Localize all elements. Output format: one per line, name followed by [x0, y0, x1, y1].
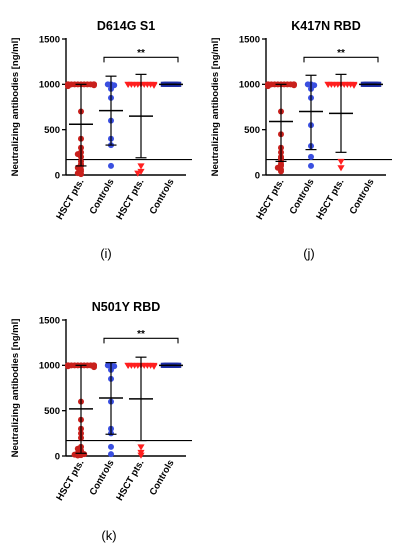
- y-axis-label: Neutralizing antibodies [ng/ml]: [10, 319, 21, 458]
- data-point: [104, 81, 111, 88]
- x-category-label: HSCT pts.: [54, 458, 86, 503]
- data-point: [304, 81, 311, 88]
- data-point: [324, 81, 332, 88]
- data-point: [337, 158, 345, 165]
- data-point: [108, 451, 114, 458]
- data-point: [308, 162, 314, 169]
- data-point: [91, 364, 97, 371]
- panel-label: (i): [100, 246, 112, 261]
- data-point: [137, 163, 145, 170]
- panel-title: D614G S1: [97, 19, 155, 33]
- data-point: [91, 82, 97, 89]
- data-point: [137, 168, 145, 175]
- x-category-label: Controls: [148, 177, 177, 216]
- y-tick-label: 0: [255, 170, 260, 181]
- data-point: [65, 83, 71, 90]
- data-point: [78, 171, 84, 178]
- panel-label: (j): [303, 246, 315, 261]
- data-point: [74, 452, 81, 459]
- significance-bracket: [103, 337, 179, 344]
- data-point: [104, 362, 111, 369]
- x-category-label: HSCT pts.: [114, 458, 146, 503]
- data-point: [124, 362, 132, 369]
- x-category-label: Controls: [148, 458, 177, 497]
- data-point: [137, 452, 145, 459]
- data-point: [150, 363, 158, 370]
- x-category-label: Controls: [288, 177, 317, 216]
- y-axis-label: Neutralizing antibodies [ng/ml]: [10, 38, 21, 177]
- data-point: [137, 444, 145, 451]
- y-tick-label: 1500: [39, 315, 60, 326]
- data-point: [134, 170, 142, 177]
- y-axis-label: Neutralizing antibodies [ng/ml]: [210, 38, 221, 177]
- data-point: [124, 81, 132, 88]
- y-tick-label: 0: [55, 451, 60, 462]
- data-point: [278, 168, 284, 175]
- significance-label: **: [137, 48, 145, 59]
- significance-bracket: [303, 56, 379, 63]
- x-category-label: Controls: [88, 458, 117, 497]
- x-category-label: HSCT pts.: [314, 177, 346, 222]
- panel-title: K417N RBD: [291, 19, 360, 33]
- y-tick-label: 1000: [39, 361, 60, 372]
- x-category-label: HSCT pts.: [54, 177, 86, 222]
- significance-label: **: [337, 48, 345, 59]
- y-tick-label: 1000: [39, 80, 60, 91]
- y-tick-label: 500: [44, 406, 60, 417]
- panel-i: D614G S1 Neutralizing antibodies [ng/ml] 0…: [10, 19, 192, 261]
- data-point: [265, 83, 271, 90]
- data-point: [108, 443, 114, 450]
- x-category-label: Controls: [88, 177, 117, 216]
- panel-title: N501Y RBD: [92, 300, 161, 314]
- x-category-label: Controls: [348, 177, 377, 216]
- data-point: [308, 153, 314, 160]
- data-point: [337, 165, 345, 172]
- x-category-label: HSCT pts.: [254, 177, 286, 222]
- significance-label: **: [137, 329, 145, 340]
- y-tick-label: 500: [44, 125, 60, 136]
- data-point: [350, 82, 358, 89]
- y-tick-label: 500: [244, 125, 260, 136]
- data-point: [150, 82, 158, 89]
- x-category-label: HSCT pts.: [114, 177, 146, 222]
- y-tick-label: 1500: [39, 34, 60, 45]
- panel-k: N501Y RBD Neutralizing antibodies [ng/ml]…: [10, 300, 192, 543]
- y-tick-label: 1500: [239, 34, 260, 45]
- panel-label: (k): [101, 528, 116, 543]
- data-point: [65, 363, 71, 370]
- significance-bracket: [103, 56, 179, 63]
- data-point: [291, 82, 297, 89]
- y-tick-label: 0: [55, 170, 60, 181]
- data-point: [108, 162, 114, 169]
- panel-j: K417N RBD Neutralizing antibodies [ng/ml]…: [210, 19, 392, 261]
- y-tick-label: 1000: [239, 80, 260, 91]
